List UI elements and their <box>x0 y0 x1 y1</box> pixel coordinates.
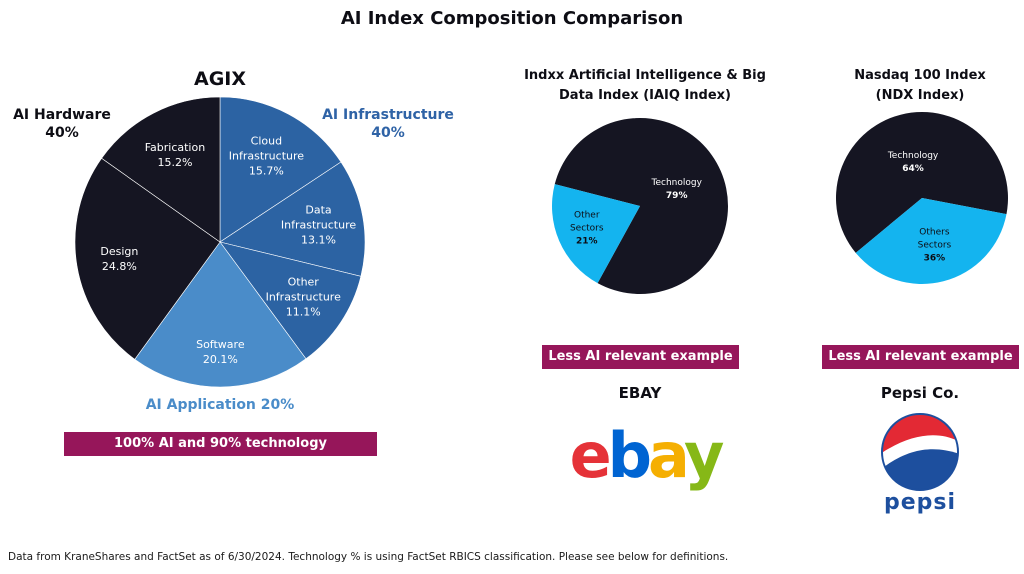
slice-label-value: 15.7% <box>248 164 284 178</box>
agix-slice-data-infrastructure <box>219 161 366 277</box>
iaiq-slice-technology <box>554 117 728 295</box>
pepsi-example-title: Pepsi Co. <box>880 384 960 402</box>
agix-pie <box>74 96 366 388</box>
iaiq-pie <box>552 117 728 295</box>
group-label-hardware-pct: 40% <box>45 125 79 141</box>
agix-banner: 100% AI and 90% technology <box>64 432 377 456</box>
slice-label-value: 20.1% <box>202 352 238 366</box>
ebay-logo: ebay <box>560 416 730 496</box>
ndx-banner: Less AI relevant example <box>822 345 1019 369</box>
slice-label-name: Other Sectors <box>569 210 604 234</box>
agix-slice-other-infrastructure <box>219 241 362 360</box>
slice-label-value: 21% <box>575 236 598 247</box>
ndx-slice-others-sectors <box>855 198 1007 285</box>
agix-slice-design <box>74 157 221 360</box>
ndx-title-line-1: Nasdaq 100 Index <box>854 68 986 83</box>
slice-label-name: Technology <box>887 151 939 162</box>
slice-label-value: 11.1% <box>285 305 321 319</box>
ndx-pie <box>836 112 1008 285</box>
iaiq-chart-title: Indxx Artificial Intelligence & Big Data… <box>520 66 770 106</box>
slice-label-name: Cloud Infrastructure <box>228 134 305 163</box>
slice-label-value: 64% <box>902 164 924 175</box>
agix-chart-title: AGIX <box>193 68 247 90</box>
agix-label-design: Design 24.8% <box>73 244 165 274</box>
slice-label-value: 13.1% <box>301 233 336 247</box>
ebay-logo-b: b <box>607 419 652 492</box>
slice-label-name: Fabrication <box>144 140 206 154</box>
pepsi-globe-icon <box>881 413 959 491</box>
agix-label-data-infrastructure: Data Infrastructure 13.1% <box>273 202 365 247</box>
agix-slice-software <box>134 241 307 388</box>
iaiq-title-line-1: Indxx Artificial Intelligence & Big <box>524 68 766 83</box>
agix-label-other-infrastructure: Other Infrastructure 11.1% <box>257 275 349 320</box>
slice-label-value: 79% <box>665 191 688 202</box>
ebay-logo-a: a <box>648 419 688 492</box>
group-label-infrastructure-pct: 40% <box>371 125 405 141</box>
agix-label-software: Software 20.1% <box>174 337 266 367</box>
slice-label-value: 36% <box>923 253 946 264</box>
group-label-hardware-name: AI Hardware <box>13 107 111 123</box>
agix-label-cloud-infrastructure: Cloud Infrastructure 15.7% <box>220 133 312 178</box>
agix-slice-fabrication <box>101 96 221 243</box>
slice-label-name: Other Infrastructure <box>265 275 341 304</box>
group-label-application: AI Application 20% <box>145 397 295 413</box>
pepsi-wordmark: pepsi <box>883 490 957 515</box>
iaiq-label-technology: Technology 79% <box>637 177 717 203</box>
ebay-logo-e: e <box>569 419 612 492</box>
slice-label-name: Data Infrastructure <box>280 203 357 232</box>
ndx-slice-technology <box>836 112 1008 253</box>
slice-label-name: Software <box>196 337 245 351</box>
ebay-logo-y: y <box>683 419 724 492</box>
slice-label-name: Others Sectors <box>917 227 952 251</box>
ndx-label-others-sectors: Others Sectors 36% <box>894 227 974 266</box>
slice-label-value: 24.8% <box>101 259 137 273</box>
agix-label-fabrication: Fabrication 15.2% <box>129 140 221 170</box>
agix-slice-cloud-infrastructure <box>219 96 342 243</box>
iaiq-slice-other-sectors <box>552 184 640 284</box>
ndx-title-line-2: (NDX Index) <box>875 88 965 103</box>
slice-label-name: Technology <box>651 178 702 189</box>
iaiq-banner: Less AI relevant example <box>542 345 739 369</box>
slice-label-value: 15.2% <box>157 155 193 169</box>
group-label-infrastructure-name: AI Infrastructure <box>322 107 454 123</box>
slice-label-name: Design <box>100 244 139 258</box>
group-label-infrastructure: AI Infrastructure 40% <box>318 106 458 142</box>
iaiq-title-line-2: Data Index (IAIQ Index) <box>559 88 731 103</box>
ndx-label-technology: Technology 64% <box>873 150 953 176</box>
ndx-chart-title: Nasdaq 100 Index (NDX Index) <box>830 66 1010 106</box>
group-label-hardware: AI Hardware 40% <box>12 106 112 142</box>
ebay-example-title: EBAY <box>618 384 662 402</box>
page-title: AI Index Composition Comparison <box>340 8 684 29</box>
iaiq-label-other-sectors: Other Sectors 21% <box>547 210 627 249</box>
footnote: Data from KraneShares and FactSet as of … <box>8 551 729 563</box>
